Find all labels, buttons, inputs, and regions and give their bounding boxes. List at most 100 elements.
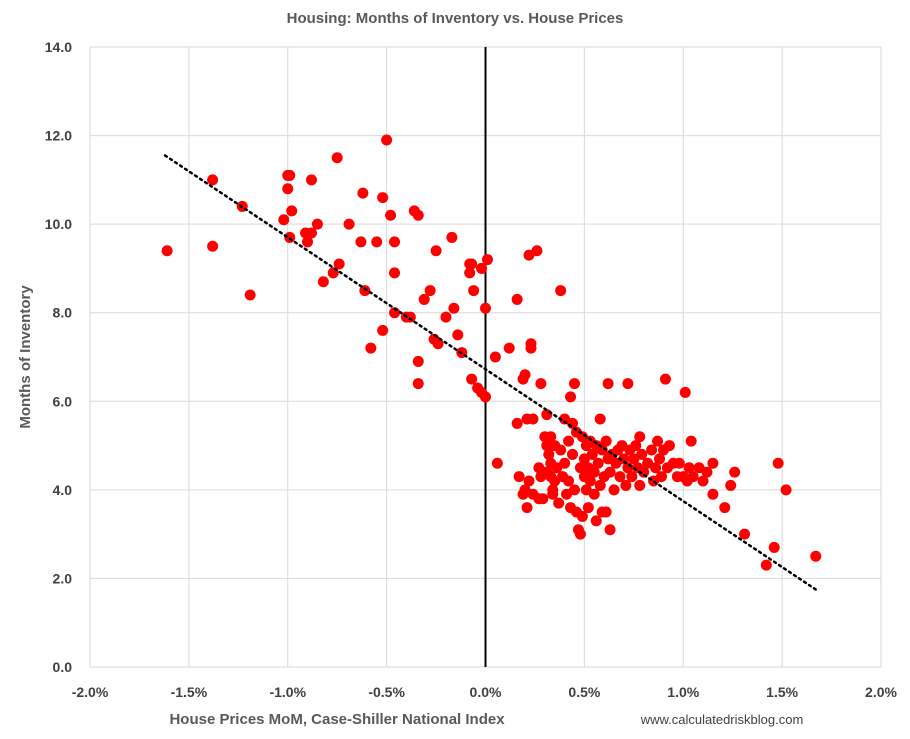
data-point: [630, 440, 642, 452]
data-point: [404, 311, 416, 323]
data-point: [596, 444, 608, 456]
data-point: [588, 488, 600, 500]
data-point: [525, 342, 537, 354]
data-point: [333, 258, 345, 270]
data-point: [305, 174, 317, 186]
data-point: [523, 475, 535, 487]
data-point: [654, 453, 666, 465]
data-point: [614, 471, 626, 483]
data-point: [565, 391, 577, 403]
x-tick-label: 0.0%: [470, 684, 502, 700]
data-point: [317, 276, 329, 288]
data-point: [371, 236, 383, 248]
data-point: [418, 293, 430, 305]
data-point: [412, 209, 424, 221]
data-point: [655, 471, 667, 483]
data-point: [576, 510, 588, 522]
data-point: [284, 169, 296, 181]
data-point: [476, 262, 488, 274]
data-point: [535, 378, 547, 390]
data-point: [600, 506, 612, 518]
data-point: [331, 152, 343, 164]
data-point: [584, 475, 596, 487]
data-point: [519, 369, 531, 381]
data-point: [618, 453, 630, 465]
data-point: [725, 479, 737, 491]
data-point: [513, 471, 525, 483]
y-tick-label: 4.0: [53, 482, 73, 498]
data-point: [305, 227, 317, 239]
data-point: [466, 258, 478, 270]
data-point: [430, 245, 442, 257]
data-point: [574, 462, 586, 474]
x-axis-ticks: -2.0% -1.5% -1.0% -0.5% 0.0% 0.5% 1.0% 1.5% 2.0%: [72, 684, 898, 700]
x-tick-label: -1.0%: [269, 684, 306, 700]
data-point: [707, 488, 719, 500]
x-tick-label: 1.0%: [667, 684, 699, 700]
y-axis-title: Months of Inventory: [17, 285, 34, 429]
data-point: [537, 493, 549, 505]
data-point: [491, 457, 503, 469]
y-tick-label: 8.0: [53, 305, 73, 321]
x-tick-label: -2.0%: [72, 684, 109, 700]
data-point: [555, 444, 567, 456]
y-tick-label: 14.0: [45, 39, 72, 55]
data-point: [634, 431, 646, 443]
data-point: [527, 413, 539, 425]
data-point: [683, 462, 695, 474]
x-axis-title: House Prices MoM, Case-Shiller National …: [169, 711, 505, 728]
x-tick-label: -1.5%: [171, 684, 208, 700]
data-point: [385, 209, 397, 221]
y-axis-ticks: 0.0 2.0 4.0 6.0 8.0 10.0 12.0 14.0: [45, 39, 72, 675]
data-point: [707, 457, 719, 469]
data-point: [377, 192, 389, 204]
y-tick-label: 12.0: [45, 128, 72, 144]
data-point: [592, 457, 604, 469]
data-point: [278, 214, 290, 226]
data-point: [466, 373, 478, 385]
data-point: [701, 466, 713, 478]
data-point: [567, 448, 579, 460]
source-credit: www.calculatedriskblog.com: [640, 712, 804, 727]
data-points: [161, 134, 822, 571]
data-point: [650, 462, 662, 474]
data-point: [659, 373, 671, 385]
data-point: [503, 342, 515, 354]
data-point: [590, 515, 602, 527]
data-point: [604, 466, 616, 478]
data-point: [622, 378, 634, 390]
data-point: [244, 289, 256, 301]
chart-title: Housing: Months of Inventory vs. House P…: [287, 10, 624, 27]
data-point: [440, 311, 452, 323]
data-point: [620, 479, 632, 491]
data-point: [568, 378, 580, 390]
data-point: [685, 435, 697, 447]
data-point: [424, 285, 436, 297]
data-point: [543, 448, 555, 460]
data-point: [729, 466, 741, 478]
data-point: [448, 302, 460, 314]
data-point: [772, 457, 784, 469]
data-point: [768, 541, 780, 553]
data-point: [553, 497, 565, 509]
data-point: [432, 338, 444, 350]
data-point: [608, 484, 620, 496]
data-point: [626, 471, 638, 483]
data-point: [412, 378, 424, 390]
data-point: [365, 342, 377, 354]
y-tick-label: 6.0: [53, 393, 73, 409]
data-point: [355, 236, 367, 248]
data-point: [687, 471, 699, 483]
data-point: [638, 466, 650, 478]
data-point: [446, 231, 458, 243]
data-point: [780, 484, 792, 496]
data-point: [600, 435, 612, 447]
data-point: [286, 205, 298, 217]
y-tick-label: 2.0: [53, 570, 73, 586]
data-point: [663, 440, 675, 452]
data-point: [389, 236, 401, 248]
data-point: [311, 218, 323, 230]
data-point: [468, 285, 480, 297]
data-point: [652, 435, 664, 447]
